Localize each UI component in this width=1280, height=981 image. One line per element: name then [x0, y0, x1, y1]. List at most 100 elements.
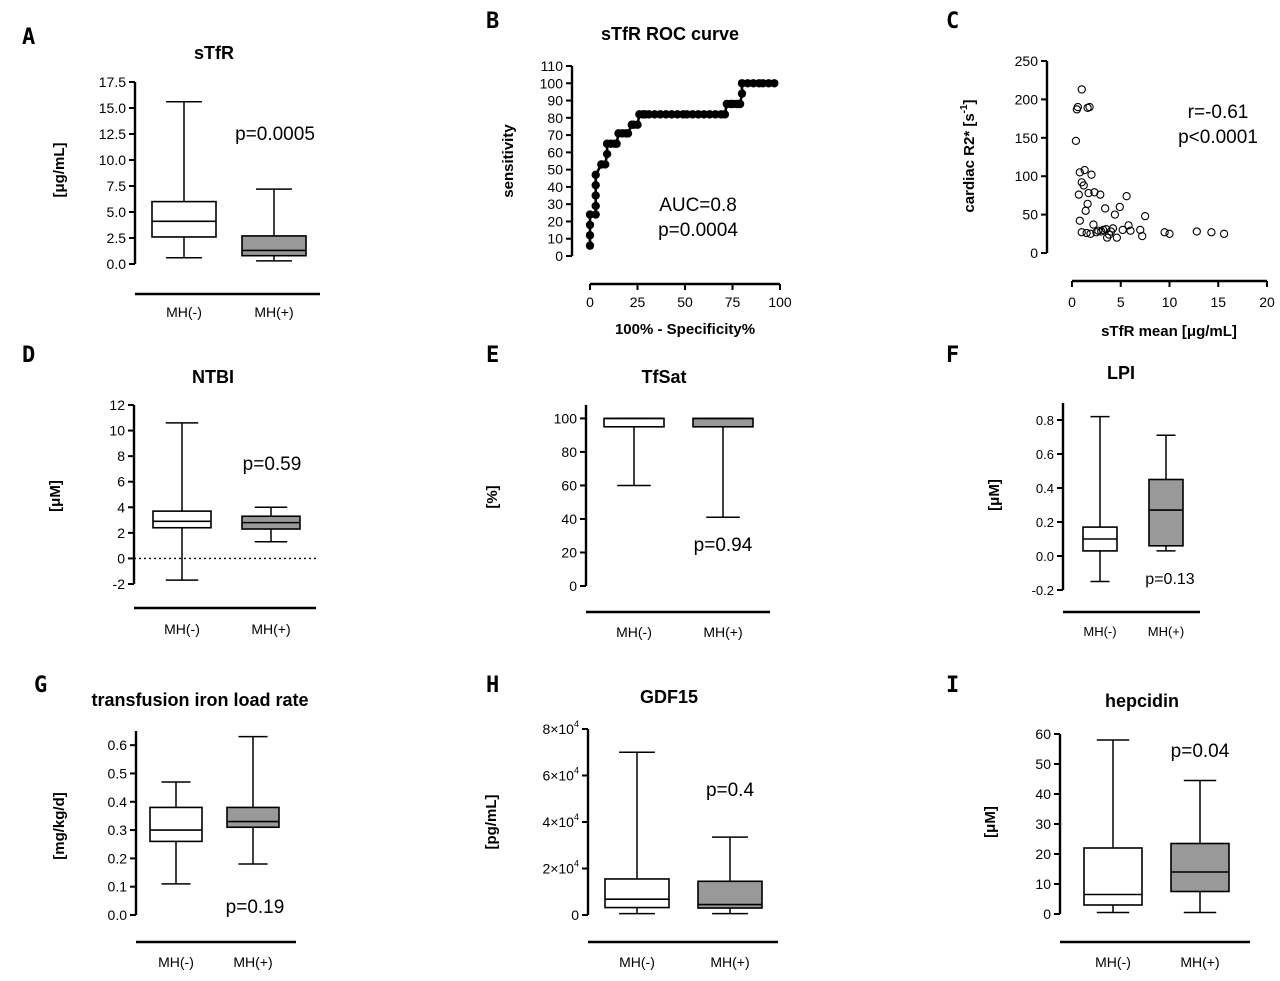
- panel-g-pvalue: p=0.19: [226, 897, 285, 918]
- panel-h-ytick-label-3: 6×104: [542, 766, 579, 784]
- panel-a-pvalue: p=0.0005: [235, 124, 315, 145]
- panel-g-ytick-label-3: 0.3: [108, 822, 128, 838]
- panel-g-box-mh-pos: [226, 735, 280, 865]
- panel-f-plot: -0.2 0.0 0.2 0.4 0.6 0.8: [1032, 403, 1200, 614]
- panel-c-ytick-label-3: 150: [1015, 130, 1039, 146]
- panel-c-xlabel: sTfR mean [μg/mL]: [1101, 323, 1237, 340]
- panel-i-cat-mh-neg: MH(-): [1095, 954, 1131, 970]
- panel-c-point-3: [1071, 136, 1081, 146]
- panel-f-ytick-label-3: 0.4: [1036, 481, 1054, 496]
- panel-h-ytick-exp-1: 4: [574, 859, 579, 869]
- panel-a-box-mh-pos-iqr-rect: [241, 235, 307, 257]
- panel-e-label: E: [486, 343, 499, 368]
- panel-c-ytick-label-5: 250: [1015, 53, 1039, 69]
- panel-b-ytick-label-0: 0: [555, 248, 563, 264]
- panel-b-xtick-label-3: 75: [725, 294, 741, 310]
- panel-c-point-2: [1072, 105, 1082, 114]
- panel-b-label: B: [486, 9, 499, 34]
- panel-b-roc-point-8: [591, 170, 600, 180]
- panel-e-ytick-label-2: 40: [561, 511, 577, 527]
- panel-h-ylabel: [pg/mL]: [483, 795, 500, 850]
- panel-c-point-19: [1077, 228, 1086, 237]
- panel-c-point-40: [1138, 231, 1147, 241]
- panel-g-cat-mh-pos: MH(+): [233, 954, 272, 970]
- panel-i-ylabel: [μM]: [982, 806, 999, 838]
- panel-d-box-mh-neg-iqr-rect: [152, 510, 212, 529]
- panel-h-ytick-label-1: 2×104: [542, 859, 579, 877]
- panel-b-roc-point-0: [585, 241, 595, 250]
- panel-g-ytick-label-4: 0.4: [108, 794, 128, 810]
- panel-i-box-mh-neg: [1083, 739, 1143, 914]
- panel-c-point-17: [1083, 199, 1092, 208]
- panel-e-box-mh-neg: [603, 417, 665, 487]
- panel-f-pvalue: p=0.13: [1145, 571, 1194, 588]
- panel-c-point-37: [1126, 226, 1135, 235]
- panel-c-point-33: [1115, 202, 1124, 212]
- panel-f-ytick-label-2: 0.2: [1036, 515, 1054, 530]
- panel-a-ytick-label-7: 17.5: [99, 74, 126, 90]
- panel-f-ytick-label-4: 0.6: [1036, 447, 1054, 462]
- panel-b-ytick-label-7: 70: [547, 127, 563, 143]
- panel-c-point-8: [1075, 168, 1084, 177]
- panel-g-title: transfusion iron load rate: [91, 690, 308, 710]
- panel-c-point-18: [1089, 220, 1098, 229]
- panel-f-ytick-label-0: -0.2: [1032, 583, 1054, 598]
- panel-i-box-mh-neg-iqr-rect: [1083, 847, 1143, 906]
- panel-d-box-mh-neg: [152, 422, 212, 581]
- panel-b-ylabel: sensitivity: [500, 124, 517, 198]
- panel-g-plot: 0.0 0.1 0.2 0.3 0.4 0.5 0.6: [108, 731, 296, 944]
- panel-d-ytick-label-4: 6: [117, 474, 125, 490]
- panel-c-point-10: [1079, 181, 1088, 190]
- panel-b-xtick-label-4: 100: [768, 294, 792, 310]
- panel-a-plot: 0.0 2.5 5.0 7.5 10.0 12.5 15.0 17.5: [99, 74, 320, 296]
- panel-a-ytick-label-1: 2.5: [107, 230, 127, 246]
- panel-f-ytick-label-1: 0.0: [1036, 549, 1054, 564]
- panel-e: E TfSat [%] p=0.94 MH(-) MH(+): [484, 343, 753, 640]
- panel-b-roc-point-23: [633, 120, 642, 129]
- panel-h-ytick-label-4: 8×104: [542, 719, 579, 737]
- panel-c-point-24: [1097, 227, 1106, 236]
- panel-e-cat-mh-neg: MH(-): [616, 624, 652, 640]
- panel-a-box-mh-neg: [151, 101, 217, 259]
- panel-h-ytick-exp-3: 4: [574, 766, 579, 776]
- panel-f-ytick-label-5: 0.8: [1036, 413, 1054, 428]
- panel-e-title: TfSat: [642, 367, 687, 387]
- panel-b-roc-point-2: [585, 220, 595, 230]
- panel-e-pvalue: p=0.94: [694, 535, 753, 556]
- panel-c-xtick-label-3: 15: [1210, 294, 1226, 310]
- panel-e-ylabel: [%]: [484, 485, 501, 508]
- panel-a-ylabel: [μg/mL]: [51, 142, 68, 197]
- panel-c-ylabel-sup: -1: [959, 104, 970, 113]
- panel-i-label: I: [946, 673, 959, 698]
- panel-c-point-45: [1207, 228, 1216, 237]
- panel-i-ytick-label-4: 40: [1035, 786, 1051, 802]
- panel-b-roc-point-48: [737, 89, 747, 98]
- panel-c-point-13: [1084, 188, 1093, 198]
- panel-i-ytick-label-3: 30: [1035, 816, 1051, 832]
- panel-c-point-38: [1124, 221, 1133, 230]
- panel-d-ytick-label-3: 4: [117, 499, 125, 515]
- panel-h-plot: 0 2×104 4×104 6×104 8×104: [542, 719, 778, 944]
- panel-e-ytick-label-1: 20: [561, 544, 577, 560]
- panel-c-xtick-label-0: 0: [1068, 294, 1076, 310]
- panel-b-roc-point-5: [591, 201, 600, 211]
- panel-c-point-32: [1112, 233, 1121, 242]
- panel-b-roc-point-6: [591, 191, 600, 200]
- panel-c-point-36: [1122, 192, 1131, 201]
- panel-h-cat-mh-pos: MH(+): [710, 954, 749, 970]
- panel-a-ytick-label-4: 10.0: [99, 152, 126, 168]
- panel-i-ytick-label-0: 0: [1043, 906, 1051, 922]
- panel-c-point-41: [1140, 211, 1150, 221]
- panel-c-point-44: [1192, 227, 1201, 236]
- panel-d-plot: -2 0 2 4 6 8 10 12: [109, 397, 316, 610]
- panel-f-box-mh-pos-iqr-rect: [1148, 478, 1184, 547]
- panel-b-roc-point-7: [591, 180, 600, 190]
- panel-c-ylabel: cardiac R2* [s-1]: [959, 99, 978, 212]
- panel-c-point-0: [1077, 85, 1086, 94]
- panel-b-ytick-label-4: 40: [547, 179, 563, 195]
- panel-b-ytick-label-6: 60: [547, 144, 563, 160]
- panel-d-ytick-label-6: 10: [109, 423, 125, 439]
- panel-i: I hepcidin [μM] p=0.04 MH(-) MH(+): [946, 673, 1230, 970]
- panel-d-ytick-label-5: 8: [117, 448, 125, 464]
